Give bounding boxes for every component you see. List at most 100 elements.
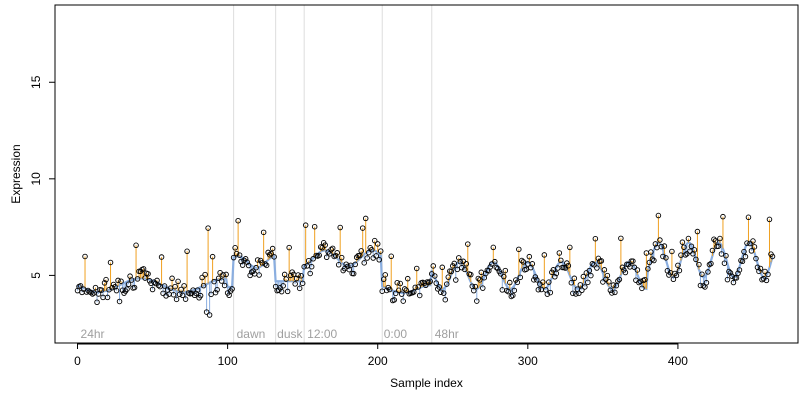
data-point: [663, 255, 669, 261]
region-label: 0:00: [384, 327, 408, 341]
data-point: [448, 268, 455, 275]
data-point: [579, 287, 585, 294]
data-point: [377, 248, 384, 254]
data-point: [502, 267, 509, 274]
data-point: [735, 270, 741, 277]
data-point: [750, 238, 756, 244]
data-point: [155, 282, 162, 289]
data-point: [335, 262, 342, 268]
data-point: [721, 260, 728, 266]
data-point: [736, 267, 743, 273]
data-point: [576, 290, 582, 297]
data-point: [717, 235, 723, 242]
data-point: [580, 273, 587, 280]
data-point: [359, 225, 366, 231]
data-point: [465, 241, 471, 247]
data-point: [565, 262, 572, 269]
data-point: [133, 242, 139, 249]
data-point: [107, 259, 114, 266]
data-point: [744, 240, 750, 246]
data-point: [250, 268, 256, 274]
data-point: [145, 271, 151, 277]
data-point: [364, 255, 370, 261]
x-axis: 0 100 200 300 400: [74, 343, 688, 368]
data-point: [386, 286, 393, 293]
data-point: [161, 283, 168, 289]
data-point: [310, 256, 316, 262]
data-point: [338, 254, 345, 261]
data-point: [726, 268, 732, 275]
data-point: [636, 279, 642, 286]
data-point: [361, 260, 367, 266]
data-point: [741, 248, 747, 255]
data-point: [594, 265, 600, 271]
data-point: [487, 264, 494, 270]
data-point: [648, 249, 654, 255]
data-point: [517, 274, 524, 281]
data-point: [218, 278, 225, 284]
data-point: [296, 285, 303, 292]
y-tick-label: 10: [29, 172, 43, 186]
y-tick-label: 15: [29, 75, 43, 89]
data-point: [550, 267, 557, 273]
data-point: [568, 279, 575, 286]
data-point: [235, 217, 241, 224]
data-point: [519, 257, 525, 264]
data-point: [600, 279, 606, 285]
data-point: [673, 272, 680, 279]
data-point: [570, 290, 576, 297]
data-point: [88, 289, 94, 296]
data-point: [573, 291, 579, 297]
data-point: [151, 279, 157, 285]
data-point: [532, 274, 539, 280]
data-point: [230, 254, 237, 261]
data-point: [172, 283, 178, 290]
data-point: [356, 252, 363, 259]
data-point: [729, 273, 735, 279]
data-point: [124, 286, 130, 292]
data-point: [651, 257, 657, 264]
data-point: [383, 287, 390, 294]
data-point: [353, 254, 360, 260]
data-point: [134, 276, 141, 282]
data-point: [742, 253, 749, 260]
data-point: [657, 237, 663, 243]
data-point: [531, 277, 537, 283]
data-point: [322, 242, 328, 248]
data-point: [260, 229, 267, 236]
data-point: [286, 244, 292, 251]
data-point: [101, 280, 108, 286]
data-point: [766, 216, 773, 223]
data-point: [401, 286, 408, 292]
data-point: [244, 259, 250, 265]
data-point: [609, 290, 615, 296]
data-point: [236, 252, 243, 258]
data-point: [295, 272, 301, 278]
data-point: [645, 266, 651, 272]
data-point: [182, 296, 189, 302]
data-point: [516, 246, 522, 253]
data-point: [616, 276, 623, 283]
data-point: [655, 212, 662, 219]
data-point: [368, 246, 375, 253]
data-point: [712, 238, 719, 244]
data-point: [442, 296, 449, 303]
data-point: [362, 215, 369, 222]
data-point: [373, 253, 379, 259]
data-point: [103, 276, 109, 283]
region-label: 12:00: [307, 327, 337, 341]
x-tick-label: 400: [668, 354, 688, 368]
data-point: [681, 244, 687, 250]
data-point: [676, 267, 683, 274]
data-point: [708, 260, 714, 267]
data-point: [371, 237, 378, 244]
data-point: [308, 263, 315, 270]
data-point: [439, 264, 446, 271]
data-point: [480, 285, 486, 291]
data-point: [618, 235, 624, 242]
data-point: [404, 275, 411, 282]
data-point: [441, 290, 447, 296]
data-point: [588, 272, 594, 279]
